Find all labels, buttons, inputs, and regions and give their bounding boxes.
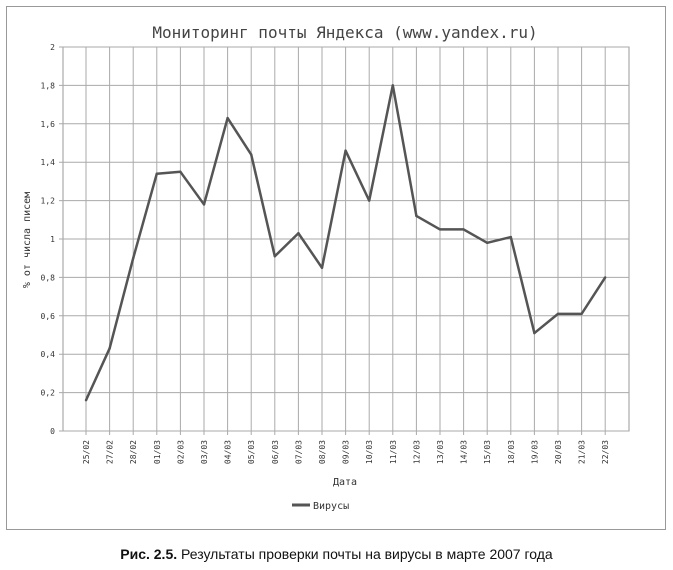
y-tick-labels: 0 0,2 0,4 0,6 0,8 1 1,2 1,4 1,6 1,8 2 <box>41 43 56 436</box>
x-tick-label: 20/03 <box>554 440 563 464</box>
x-tick-label: 06/03 <box>271 440 280 464</box>
data-point <box>368 199 371 202</box>
data-point <box>462 228 465 231</box>
data-point <box>84 399 88 402</box>
caption-text: Результаты проверки почты на вирусы в ма… <box>177 546 553 562</box>
data-point <box>509 235 512 239</box>
x-tick-label: 07/03 <box>294 440 303 464</box>
caption-label: Рис. 2.5. <box>120 546 178 562</box>
y-tick-label: 2 <box>50 43 55 52</box>
data-point <box>202 203 206 206</box>
grid <box>59 46 630 435</box>
chart-frame <box>6 6 666 530</box>
x-tick-label: 10/03 <box>365 440 374 464</box>
y-tick-label: 0 <box>50 427 55 436</box>
x-tick-label: 14/03 <box>460 440 469 464</box>
y-tick-label: 0,6 <box>41 312 56 321</box>
x-tick-label: 09/03 <box>342 440 351 464</box>
x-tick-label: 18/03 <box>507 440 516 464</box>
y-tick-label: 0,4 <box>41 350 56 359</box>
chart-title: Мониторинг почты Яндекса (www.yandex.ru) <box>152 23 537 42</box>
data-point <box>344 149 347 152</box>
data-point <box>273 255 276 258</box>
data-point <box>486 241 489 245</box>
data-point <box>297 232 300 235</box>
data-point <box>533 331 536 335</box>
x-tick-label: 01/03 <box>153 440 162 464</box>
x-tick-label: 27/02 <box>106 440 115 464</box>
x-axis-label: Дата <box>333 477 357 488</box>
x-tick-label: 02/03 <box>176 440 185 464</box>
x-tick-label: 04/03 <box>224 440 233 464</box>
data-point <box>391 84 394 87</box>
legend-label: Вирусы <box>313 501 349 512</box>
x-tick-label: 13/03 <box>436 440 445 464</box>
x-tick-label: 19/03 <box>530 440 539 464</box>
x-tick-label: 28/02 <box>129 440 138 464</box>
x-tick-label: 21/03 <box>578 440 587 464</box>
y-tick-label: 1,6 <box>41 120 56 129</box>
y-tick-label: 1,8 <box>41 81 56 90</box>
line-chart: Мониторинг почты Яндекса (www.yandex.ru)… <box>22 23 630 512</box>
data-point <box>108 347 111 350</box>
x-tick-label: 11/03 <box>389 440 398 464</box>
data-point <box>320 266 324 269</box>
data-point <box>415 214 418 218</box>
figure-caption: Рис. 2.5. Результаты проверки почты на в… <box>0 546 673 562</box>
data-point <box>155 172 158 175</box>
data-point <box>132 257 135 260</box>
x-tick-label: 05/03 <box>247 440 256 464</box>
x-tick-label: 08/03 <box>318 440 327 464</box>
data-point <box>179 170 182 173</box>
y-tick-label: 0,8 <box>41 273 56 282</box>
y-axis-label: % от числа писем <box>22 192 33 288</box>
x-tick-label: 25/02 <box>82 440 91 464</box>
y-tick-label: 1,2 <box>41 197 56 206</box>
series-layer <box>84 84 607 402</box>
data-point <box>580 312 583 316</box>
y-tick-label: 1 <box>50 235 55 244</box>
y-tick-label: 0,2 <box>41 389 56 398</box>
data-point <box>604 276 607 279</box>
data-point <box>250 153 253 156</box>
x-tick-label: 12/03 <box>412 440 421 464</box>
y-tick-label: 1,4 <box>41 158 56 167</box>
data-point <box>438 228 442 231</box>
data-point <box>556 312 560 316</box>
x-tick-label: 15/03 <box>483 440 492 464</box>
x-tick-label: 22/03 <box>601 440 610 464</box>
data-point <box>226 116 229 120</box>
x-tick-labels: 25/02 27/02 28/02 01/03 02/03 03/03 04/03 05/03… <box>82 440 610 464</box>
x-tick-label: 03/03 <box>200 440 209 464</box>
